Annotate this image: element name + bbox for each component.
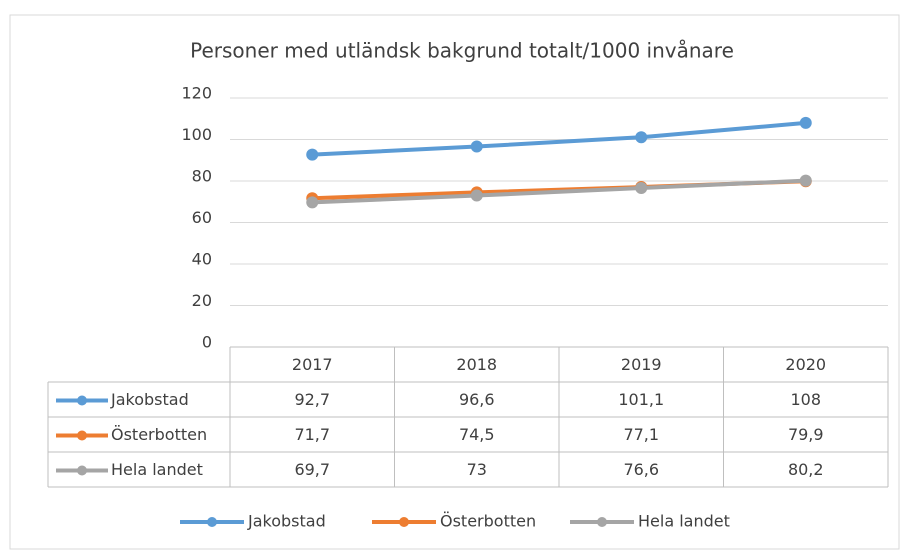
table-series-label: Hela landet <box>111 460 203 479</box>
table-value: 92,7 <box>294 390 330 409</box>
table-legend-marker <box>77 395 87 406</box>
table-legend-marker <box>77 430 87 441</box>
legend-marker <box>399 517 409 527</box>
table-value: 77,1 <box>623 425 659 444</box>
x-tick-label: 2018 <box>456 355 497 374</box>
series-marker <box>635 131 648 144</box>
table-value: 80,2 <box>788 460 824 479</box>
table-value: 73 <box>467 460 487 479</box>
series-marker <box>799 116 812 129</box>
x-tick-label: 2017 <box>292 355 333 374</box>
table-value: 79,9 <box>788 425 824 444</box>
series-marker <box>306 196 319 209</box>
table-value: 108 <box>790 390 821 409</box>
y-tick-label: 100 <box>181 125 212 144</box>
chart-frame <box>9 14 900 550</box>
series-marker <box>635 182 648 195</box>
y-tick-label: 40 <box>192 250 212 269</box>
series-marker <box>470 140 483 153</box>
legend-marker <box>597 517 607 527</box>
table-series-label: Jakobstad <box>110 390 189 409</box>
y-tick-label: 0 <box>202 333 212 352</box>
legend-label: Jakobstad <box>247 512 326 531</box>
y-tick-label: 20 <box>192 291 212 310</box>
table-series-label: Österbotten <box>111 425 207 444</box>
table-value: 101,1 <box>618 390 664 409</box>
x-tick-label: 2020 <box>785 355 826 374</box>
y-tick-label: 60 <box>192 208 212 227</box>
table-value: 71,7 <box>294 425 330 444</box>
legend-marker <box>207 517 217 527</box>
series-line <box>312 120 806 157</box>
series-line <box>312 178 806 205</box>
series-marker <box>799 174 812 187</box>
series-marker <box>306 148 319 161</box>
series-marker <box>470 189 483 202</box>
table-value: 74,5 <box>459 425 495 444</box>
table-value: 69,7 <box>294 460 330 479</box>
legend-label: Hela landet <box>638 512 730 531</box>
table-value: 76,6 <box>623 460 659 479</box>
y-tick-label: 120 <box>181 84 212 103</box>
x-tick-label: 2019 <box>621 355 662 374</box>
table-value: 96,6 <box>459 390 495 409</box>
y-tick-label: 80 <box>192 167 212 186</box>
table-legend-marker <box>77 465 87 476</box>
chart-title: Personer med utländsk bakgrund totalt/10… <box>190 39 734 63</box>
legend-label: Österbotten <box>440 512 536 531</box>
